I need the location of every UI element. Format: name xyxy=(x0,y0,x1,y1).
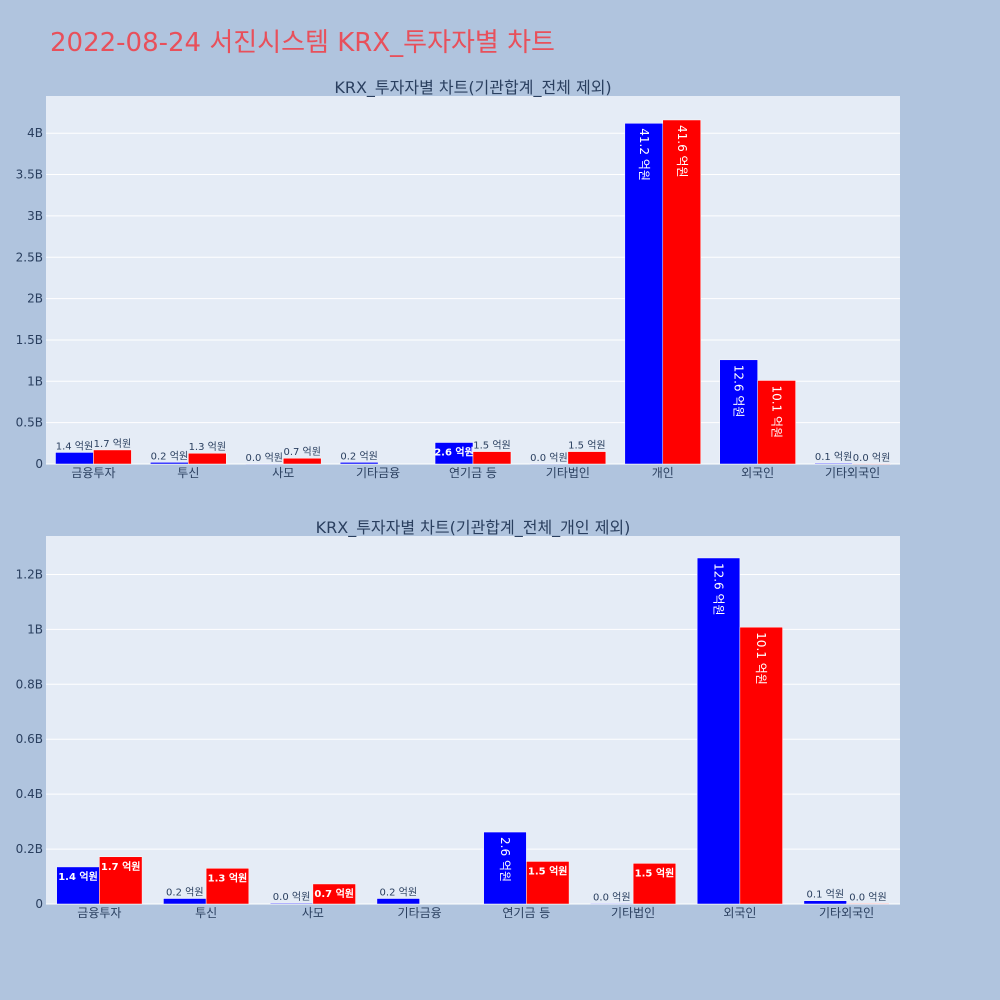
y-tick-label: 3.5B xyxy=(16,168,43,182)
y-tick-label: 0.2B xyxy=(16,842,43,856)
bar-data-label: 10.1 억원 xyxy=(770,385,784,438)
sell-bar xyxy=(99,856,143,905)
sell-bar xyxy=(312,883,356,905)
y-tick-label: 4B xyxy=(27,126,43,140)
buy-bar xyxy=(803,900,847,905)
x-tick-label: 개인 xyxy=(652,466,674,480)
sell-bar xyxy=(567,451,607,465)
bar-data-label: 1.5 억원 xyxy=(568,440,605,452)
sell-bar xyxy=(662,119,701,465)
x-tick-label: 기타법인 xyxy=(546,466,590,480)
x-tick-label: 기타법인 xyxy=(611,906,655,920)
bar-data-label: 1.4 억원 xyxy=(56,440,93,452)
x-tick-label: 기타금융 xyxy=(398,906,442,920)
buy-bar xyxy=(696,557,741,905)
bar-data-label: 1.3 억원 xyxy=(189,441,226,453)
sell-bar xyxy=(205,868,250,905)
bar-data-label: 0.2 억원 xyxy=(380,887,417,899)
chart-title: KRX_투자자별 차트(기관합계_전체_개인 제외) xyxy=(316,518,631,538)
bar-data-label: 2.6 억원 xyxy=(434,445,474,458)
buy-bar xyxy=(590,903,634,905)
bar-data-label: 1.3 억원 xyxy=(208,871,248,884)
y-tick-label: 0.5B xyxy=(16,416,43,430)
sell-bar xyxy=(93,449,132,465)
sell-bar xyxy=(739,626,783,905)
y-tick-label: 0.8B xyxy=(16,677,43,691)
bar-data-label: 10.1 억원 xyxy=(754,632,768,685)
bar-data-label: 1.5 억원 xyxy=(635,866,675,879)
bar-data-label: 0.0 억원 xyxy=(530,452,567,464)
bar-data-label: 0.1 억원 xyxy=(815,451,852,463)
bar-data-label: 0.0 억원 xyxy=(849,891,886,903)
bar-data-label: 0.0 억원 xyxy=(246,452,283,464)
sell-bar xyxy=(757,380,796,465)
y-tick-label: 1B xyxy=(27,622,43,636)
x-tick-label: 기타금융 xyxy=(356,466,400,480)
buy-bar xyxy=(269,902,314,905)
buy-bar xyxy=(339,462,379,465)
buy-bar xyxy=(719,359,758,465)
y-tick-label: 3B xyxy=(27,209,43,223)
x-tick-label: 금융투자 xyxy=(71,466,115,480)
sell-bar xyxy=(472,451,512,465)
y-tick-label: 1.2B xyxy=(16,567,43,581)
bar-data-label: 2.6 억원 xyxy=(498,837,512,882)
x-tick-label: 기타외국인 xyxy=(819,906,874,920)
chart-title: KRX_투자자별 차트(기관합계_전체 제외) xyxy=(334,78,611,98)
sell-bar xyxy=(282,457,322,465)
y-tick-label: 1B xyxy=(27,374,43,388)
sell-bar xyxy=(852,463,891,465)
x-tick-label: 연기금 등 xyxy=(502,906,550,920)
x-tick-label: 기타외국인 xyxy=(825,466,880,480)
x-tick-label: 투신 xyxy=(177,466,199,480)
bar-data-label: 1.7 억원 xyxy=(101,860,141,873)
x-tick-label: 금융투자 xyxy=(77,906,121,920)
bar-data-label: 1.4 억원 xyxy=(58,870,98,883)
buy-bar xyxy=(483,831,527,905)
bar-data-label: 0.2 억원 xyxy=(151,450,188,462)
bar-data-label: 1.7 억원 xyxy=(94,438,131,450)
y-tick-label: 1.5B xyxy=(16,333,43,347)
y-tick-label: 0 xyxy=(35,897,43,911)
y-tick-label: 2.5B xyxy=(16,250,43,264)
sell-bar xyxy=(188,452,227,465)
bar-data-label: 1.5 억원 xyxy=(528,864,568,877)
bar-data-label: 41.2 억원 xyxy=(637,128,651,181)
bar-data-label: 0.2 억원 xyxy=(166,887,203,899)
x-tick-label: 사모 xyxy=(272,466,294,480)
y-tick-label: 0 xyxy=(35,457,43,471)
x-tick-label: 사모 xyxy=(302,906,324,920)
x-tick-label: 외국인 xyxy=(741,466,774,480)
bar-data-label: 1.5 억원 xyxy=(473,440,510,452)
x-tick-label: 연기금 등 xyxy=(449,466,497,480)
buy-bar xyxy=(163,898,207,905)
y-tick-label: 0.6B xyxy=(16,732,43,746)
y-tick-label: 2B xyxy=(27,292,43,306)
page-title: 2022-08-24 서진시스템 KRX_투자자별 차트 xyxy=(50,28,555,58)
bar-data-label: 12.6 억원 xyxy=(712,563,726,616)
buy-bar xyxy=(376,898,420,905)
bar-data-label: 41.6 억원 xyxy=(675,125,689,178)
y-tick-label: 0.4B xyxy=(16,787,43,801)
x-tick-label: 외국인 xyxy=(723,906,756,920)
bar-data-label: 12.6 억원 xyxy=(732,365,746,418)
bar-data-label: 0.0 억원 xyxy=(853,452,890,464)
bar-data-label: 0.7 억원 xyxy=(314,887,354,900)
bar-data-label: 0.2 억원 xyxy=(340,450,377,462)
bar-data-label: 0.0 억원 xyxy=(273,891,310,903)
bar-data-label: 0.1 억원 xyxy=(807,889,844,901)
sell-bar xyxy=(632,863,677,905)
sell-bar xyxy=(526,861,570,905)
bar-data-label: 0.7 억원 xyxy=(283,446,320,458)
x-tick-label: 투신 xyxy=(195,906,217,920)
sell-bar xyxy=(846,903,890,905)
bar-data-label: 0.0 억원 xyxy=(593,891,630,903)
